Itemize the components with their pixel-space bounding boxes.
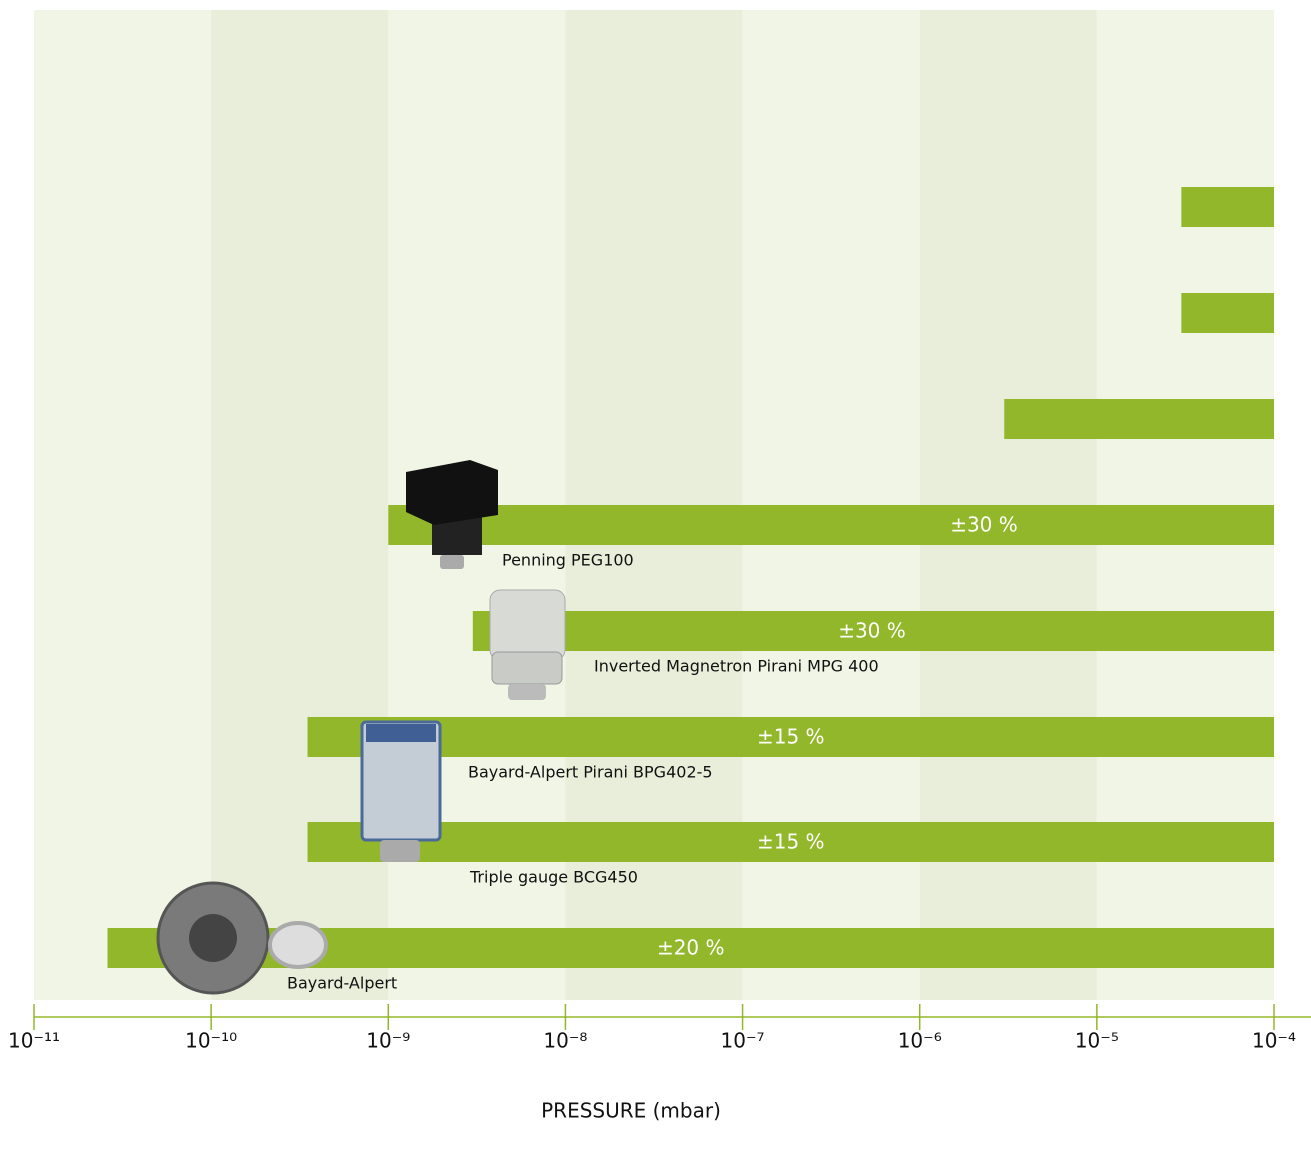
x-tick-label: 10⁻¹⁰: [185, 1029, 237, 1053]
bpg-top: [366, 724, 436, 742]
x-tick-label: 10⁻⁴: [1252, 1029, 1296, 1053]
x-axis: 10⁻¹¹ 10⁻¹⁰ 10⁻⁹ 10⁻⁸ 10⁻⁷ 10⁻⁶ 10⁻⁵ 10⁻⁴: [8, 1004, 1311, 1053]
x-tick-label: 10⁻¹¹: [8, 1029, 60, 1053]
product-label: Penning PEG100: [502, 551, 634, 570]
penning-head: [406, 460, 498, 525]
penning-flange: [440, 555, 464, 569]
bar-label: ±30 %: [838, 619, 906, 643]
product-label: Bayard-Alpert: [287, 974, 397, 993]
bar: [388, 505, 1274, 545]
bpg-flange: [380, 840, 420, 862]
mpg-lower: [491, 651, 563, 685]
product-images: [156, 460, 566, 995]
bar-label: ±15 %: [757, 830, 825, 854]
mpg-body: [489, 589, 566, 661]
bar: [307, 717, 1274, 757]
bar: [1004, 399, 1274, 439]
bar: [1181, 187, 1274, 227]
bar-label: ±30 %: [950, 513, 1018, 537]
product-label: Inverted Magnetron Pirani MPG 400: [594, 657, 879, 676]
x-tick-label: 10⁻⁹: [366, 1029, 410, 1053]
ba-coil: [268, 921, 328, 969]
bar-label: ±20 %: [657, 936, 725, 960]
bars: ±30 % ±30 % ±15 % ±15 % ±20 %: [107, 187, 1275, 968]
x-tick-label: 10⁻⁷: [721, 1029, 765, 1053]
bar: [472, 611, 1274, 651]
x-tick-label: 10⁻⁵: [1075, 1029, 1119, 1053]
x-tick-label: 10⁻⁸: [543, 1029, 587, 1053]
bar-label: ±15 %: [757, 725, 825, 749]
product-label: Bayard-Alpert Pirani BPG402-5: [468, 763, 713, 782]
product-label: Triple gauge BCG450: [469, 868, 638, 887]
bar: [307, 822, 1274, 862]
axis-title: PRESSURE (mbar): [541, 1099, 721, 1123]
bar: [1181, 293, 1274, 333]
ba-center: [189, 914, 237, 962]
mpg-flange: [508, 684, 546, 700]
stripe: [34, 10, 212, 1000]
x-tick-label: 10⁻⁶: [898, 1029, 942, 1053]
